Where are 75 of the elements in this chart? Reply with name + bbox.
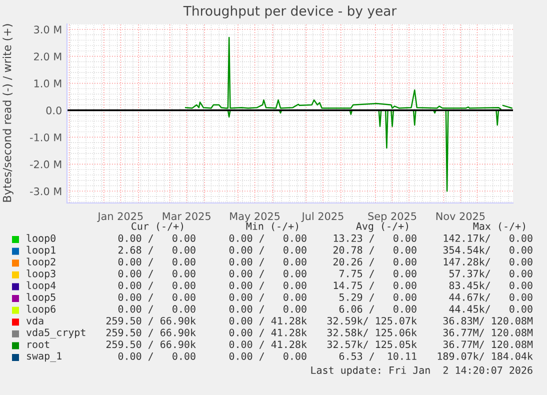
text: Max (-/+) [473,222,526,232]
text: 0.00 / 0.00 [229,282,306,290]
text: 83.45k/ 0.00 [449,281,532,290]
text: 259.50 / 66.90k [106,328,196,338]
text: 0.00 / 0.00 [229,305,306,314]
text: 6.53 / 10.11 [339,352,416,361]
text: 0.00 / 0.00 [229,270,306,278]
legend-label: vda [26,316,44,325]
text: 57.37k/ 0.00 [449,270,532,278]
text: Min (-/+) [246,222,298,232]
y-axis-title: Bytes/second read (-) / write (+) [2,24,14,202]
legend-label: loop5 [26,293,56,303]
text: 0.00 / 0.00 [229,293,306,302]
text: 20.78 / 0.00 [333,246,416,255]
text: 32.58k/ 125.06k [327,328,417,338]
legend-label: loop4 [26,281,56,292]
text: 259.50 / 66.90k [106,340,196,349]
legend-label: loop2 [26,258,56,268]
text: 0.00 / 41.28k [229,316,307,326]
text: 5.29 / 0.00 [339,293,416,302]
text: 14.75 / 0.00 [334,282,416,290]
text: 0.00 / 0.00 [118,234,196,243]
x-tick-label: Mar 2025 [162,212,210,220]
text: 0.00 / 0.00 [229,352,306,361]
text: 36.77M/ 120.08M [443,328,533,338]
x-tick-label: Nov 2025 [436,212,485,220]
legend-label: loop0 [26,234,56,244]
text: 0.00 / 0.00 [118,293,196,302]
text: 0.00 / 0.00 [118,258,196,266]
x-tick-label: May 2025 [230,212,280,222]
y-tick-label: -3.0 M [30,187,62,196]
text: 44.67k/ 0.00 [449,293,532,302]
text: 7.75 / 0.00 [339,270,416,278]
y-tick-label: -1.0 M [30,133,62,142]
text: 32.57k/ 125.05k [327,340,417,349]
chart-title: Throughput per device - by year [183,6,397,18]
text: 0.00 / 0.00 [118,282,196,290]
text: 20.26 / 0.00 [333,258,416,266]
legend-label: loop6 [26,304,56,315]
text: 44.45k/ 0.00 [449,304,532,314]
text: Last update: Fri Jan 2 14:20:07 2026 [311,366,532,376]
text: 0.00 / 0.00 [118,305,196,314]
y-tick-label: 1.0 M [34,80,62,88]
legend-label: swap_1 [27,352,62,362]
text: 0.00 / 0.00 [229,258,306,266]
text: Avg (-/+) [356,222,408,232]
text: 6.06 / 0.00 [339,305,416,314]
y-tick-label: 3.0 M [34,26,62,34]
x-tick-label: Jan 2025 [97,212,143,222]
text: Cur (-/+) [132,222,184,232]
text: 0.00 / 41.28k [229,328,307,338]
text: 189.07k/ 184.04k [438,352,533,361]
text: 0.00 / 0.00 [118,352,196,361]
legend-label: loop1 [26,246,56,256]
y-tick-label: -2.0 M [30,160,62,168]
text: 2.68 / 0.00 [118,246,196,255]
y-tick-label: 0.0 [46,106,62,114]
x-tick-label: Sep 2025 [368,212,416,222]
text: 147.28k/ 0.00 [444,258,532,266]
y-tick-label: 2.0 M [34,52,62,60]
text: 142.17k/ 0.00 [444,234,532,243]
text: 354.54k/ 0.00 [443,246,532,255]
text: 32.59k/ 125.07k [327,316,417,326]
text: 259.50 / 66.90k [106,316,196,326]
legend-label: loop3 [26,270,56,280]
text: 0.00 / 41.28k [229,340,307,349]
text: 0.00 / 0.00 [118,270,196,278]
legend-label: root [28,340,50,348]
legend-label: vda5_crypt [26,328,86,338]
text: 13.23 / 0.00 [334,234,416,243]
x-tick-label: Jul 2025 [301,212,344,222]
text: 36.77M/ 120.08M [443,340,533,349]
text: 0.00 / 0.00 [229,246,306,255]
text: 0.00 / 0.00 [229,234,306,243]
text: 36.83M/ 120.08M [443,316,533,326]
